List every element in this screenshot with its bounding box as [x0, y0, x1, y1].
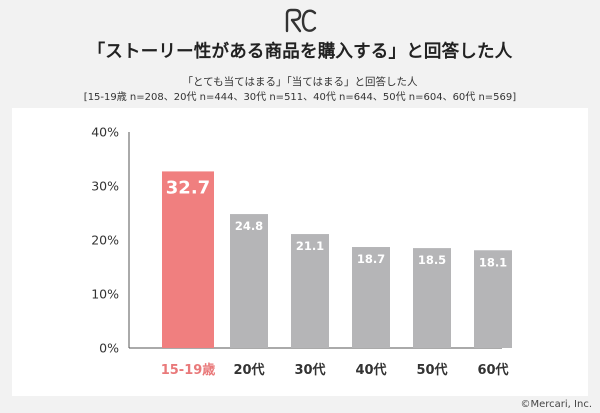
y-tick-label: 10% — [91, 287, 119, 302]
chart-panel: 0% 10% 20% 30% 40% 32.7 15-19歳 24.8 20代 21.1 30代 18… — [12, 108, 588, 396]
x-tick-label: 20代 — [233, 362, 264, 378]
bar — [413, 248, 451, 348]
bar — [291, 234, 329, 348]
y-tick-label: 40% — [91, 125, 119, 140]
bar — [352, 247, 390, 348]
x-tick-label: 40代 — [355, 362, 386, 378]
bar-value-label: 18.5 — [418, 253, 446, 267]
y-tick-label: 0% — [99, 341, 119, 356]
bar-value-label: 21.1 — [296, 239, 324, 253]
bar-value-label: 24.8 — [235, 219, 263, 233]
bar — [474, 250, 512, 348]
copyright: ©Mercari, Inc. — [520, 399, 592, 410]
sample-size-note: [15-19歳 n=208、20代 n=444、30代 n=511、40代 n=… — [83, 92, 517, 103]
bar-chart: 0% 10% 20% 30% 40% 32.7 15-19歳 24.8 20代 21.1 30代 18… — [91, 125, 512, 378]
chart-title: 「ストーリー性がある商品を購入する」と回答した人 — [87, 42, 513, 62]
mercari-logo-icon — [285, 8, 317, 33]
y-tick-label: 20% — [91, 233, 119, 248]
bar-value-label: 18.7 — [357, 252, 385, 266]
x-tick-label: 15-19歳 — [161, 362, 216, 378]
x-tick-label: 60代 — [477, 362, 508, 378]
bar-value-label: 18.1 — [479, 255, 507, 269]
x-tick-label: 30代 — [294, 362, 325, 378]
chart-subtitle: 「とても当てはまる」「当てはまる」と回答した人 — [182, 76, 418, 88]
x-tick-label: 50代 — [416, 362, 447, 378]
bar-value-label: 32.7 — [166, 177, 210, 198]
bar — [162, 171, 214, 348]
y-tick-label: 30% — [91, 179, 119, 194]
bar — [230, 214, 268, 348]
